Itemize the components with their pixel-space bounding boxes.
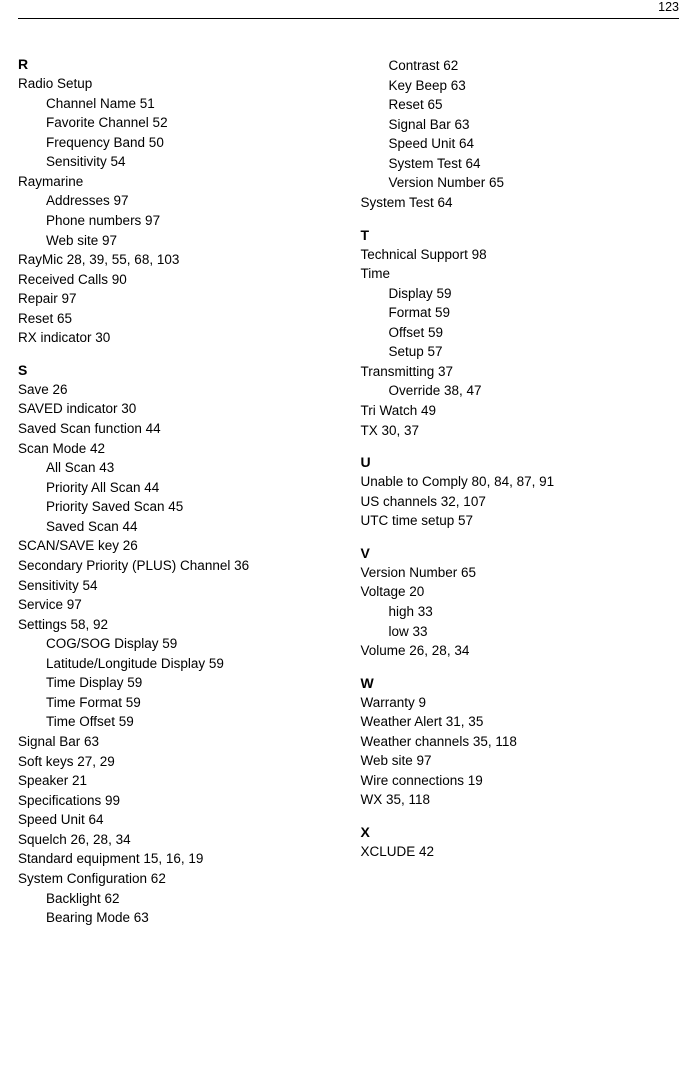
page-number: 123	[658, 0, 679, 14]
index-entry: Saved Scan function 44	[18, 419, 337, 439]
index-entry: Saved Scan 44	[46, 517, 337, 537]
index-entry: Version Number 65	[389, 173, 680, 193]
index-entry: Time Offset 59	[46, 712, 337, 732]
index-entry: Web site 97	[46, 231, 337, 251]
index-entry: Repair 97	[18, 289, 337, 309]
index-entry: Radio Setup	[18, 74, 337, 94]
index-entry: Squelch 26, 28, 34	[18, 830, 337, 850]
index-section-letter: V	[361, 545, 680, 561]
index-entry: Transmitting 37	[361, 362, 680, 382]
index-entry: WX 35, 118	[361, 790, 680, 810]
index-entry: Speed Unit 64	[389, 134, 680, 154]
index-entry: low 33	[389, 622, 680, 642]
index-entry: Signal Bar 63	[389, 115, 680, 135]
index-entry: Time Format 59	[46, 693, 337, 713]
index-entry: Soft keys 27, 29	[18, 752, 337, 772]
index-entry: Save 26	[18, 380, 337, 400]
index-section-letter: X	[361, 824, 680, 840]
index-entry: Time Display 59	[46, 673, 337, 693]
index-entry: Signal Bar 63	[18, 732, 337, 752]
index-entry: System Test 64	[361, 193, 680, 213]
index-entry: SAVED indicator 30	[18, 399, 337, 419]
index-entry: Speed Unit 64	[18, 810, 337, 830]
index-entry: Scan Mode 42	[18, 439, 337, 459]
index-entry: Warranty 9	[361, 693, 680, 713]
index-entry: Volume 26, 28, 34	[361, 641, 680, 661]
index-entry: Web site 97	[361, 751, 680, 771]
index-entry: Technical Support 98	[361, 245, 680, 265]
index-entry: Settings 58, 92	[18, 615, 337, 635]
index-entry: Offset 59	[389, 323, 680, 343]
index-entry: Channel Name 51	[46, 94, 337, 114]
index-entry: US channels 32, 107	[361, 492, 680, 512]
index-entry: Frequency Band 50	[46, 133, 337, 153]
index-entry: Weather channels 35, 118	[361, 732, 680, 752]
index-entry: Backlight 62	[46, 889, 337, 909]
index-entry: Key Beep 63	[389, 76, 680, 96]
index-entry: Service 97	[18, 595, 337, 615]
index-entry: Sensitivity 54	[46, 152, 337, 172]
index-entry: Override 38, 47	[389, 381, 680, 401]
index-section-letter: T	[361, 227, 680, 243]
index-section-letter: W	[361, 675, 680, 691]
index-entry: RayMic 28, 39, 55, 68, 103	[18, 250, 337, 270]
index-entry: Format 59	[389, 303, 680, 323]
index-entry: System Test 64	[389, 154, 680, 174]
index-entry: Priority Saved Scan 45	[46, 497, 337, 517]
index-entry: Phone numbers 97	[46, 211, 337, 231]
index-columns: R Radio SetupChannel Name 51Favorite Chan…	[18, 0, 679, 928]
index-entry: Time	[361, 264, 680, 284]
index-entry: Version Number 65	[361, 563, 680, 583]
index-entry: Raymarine	[18, 172, 337, 192]
index-section-letter: S	[18, 362, 337, 378]
index-entry: RX indicator 30	[18, 328, 337, 348]
index-entry: System Configuration 62	[18, 869, 337, 889]
index-entry: high 33	[389, 602, 680, 622]
index-entry: Reset 65	[389, 95, 680, 115]
index-entry: Bearing Mode 63	[46, 908, 337, 928]
index-entry: Speaker 21	[18, 771, 337, 791]
index-page: 123 R Radio SetupChannel Name 51Favorite …	[0, 0, 697, 1075]
index-entry: Favorite Channel 52	[46, 113, 337, 133]
index-entry: Weather Alert 31, 35	[361, 712, 680, 732]
index-entry: UTC time setup 57	[361, 511, 680, 531]
index-entry: Standard equipment 15, 16, 19	[18, 849, 337, 869]
index-entry: XCLUDE 42	[361, 842, 680, 862]
index-section-letter: R	[18, 56, 337, 72]
index-entry: Received Calls 90	[18, 270, 337, 290]
index-entry: Contrast 62	[389, 56, 680, 76]
index-entry: Priority All Scan 44	[46, 478, 337, 498]
index-entry: Wire connections 19	[361, 771, 680, 791]
index-entry: Display 59	[389, 284, 680, 304]
index-entry: TX 30, 37	[361, 421, 680, 441]
index-entry: Tri Watch 49	[361, 401, 680, 421]
index-entry: Sensitivity 54	[18, 576, 337, 596]
index-entry: Voltage 20	[361, 582, 680, 602]
index-entry: Unable to Comply 80, 84, 87, 91	[361, 472, 680, 492]
index-entry: Secondary Priority (PLUS) Channel 36	[18, 556, 337, 576]
index-entry: Setup 57	[389, 342, 680, 362]
index-entry: Specifications 99	[18, 791, 337, 811]
header-rule	[18, 18, 679, 19]
index-entry: Addresses 97	[46, 191, 337, 211]
index-column-right: Contrast 62Key Beep 63Reset 65Signal Bar…	[349, 56, 680, 928]
index-column-left: R Radio SetupChannel Name 51Favorite Chan…	[18, 56, 349, 928]
index-entry: COG/SOG Display 59	[46, 634, 337, 654]
index-section-letter: U	[361, 454, 680, 470]
index-entry: All Scan 43	[46, 458, 337, 478]
index-entry: SCAN/SAVE key 26	[18, 536, 337, 556]
index-entry: Reset 65	[18, 309, 337, 329]
index-entry: Latitude/Longitude Display 59	[46, 654, 337, 674]
